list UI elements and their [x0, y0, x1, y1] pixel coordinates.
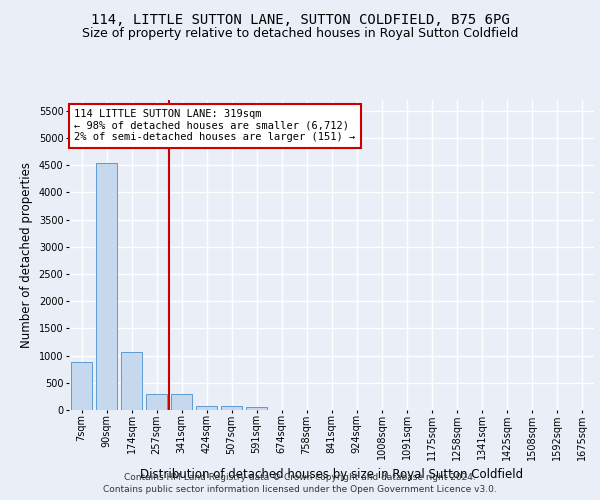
Bar — [246, 408, 267, 410]
Bar — [196, 406, 217, 410]
Bar — [121, 352, 142, 410]
Y-axis label: Number of detached properties: Number of detached properties — [20, 162, 33, 348]
Text: 114, LITTLE SUTTON LANE, SUTTON COLDFIELD, B75 6PG: 114, LITTLE SUTTON LANE, SUTTON COLDFIEL… — [91, 12, 509, 26]
Bar — [171, 394, 192, 410]
Text: Contains public sector information licensed under the Open Government Licence v3: Contains public sector information licen… — [103, 485, 497, 494]
Bar — [96, 162, 117, 410]
X-axis label: Distribution of detached houses by size in Royal Sutton Coldfield: Distribution of detached houses by size … — [140, 468, 523, 481]
Text: Size of property relative to detached houses in Royal Sutton Coldfield: Size of property relative to detached ho… — [82, 28, 518, 40]
Bar — [221, 406, 242, 410]
Text: Contains HM Land Registry data © Crown copyright and database right 2024.: Contains HM Land Registry data © Crown c… — [124, 472, 476, 482]
Bar — [71, 362, 92, 410]
Text: 114 LITTLE SUTTON LANE: 319sqm
← 98% of detached houses are smaller (6,712)
2% o: 114 LITTLE SUTTON LANE: 319sqm ← 98% of … — [74, 110, 355, 142]
Bar — [146, 394, 167, 410]
